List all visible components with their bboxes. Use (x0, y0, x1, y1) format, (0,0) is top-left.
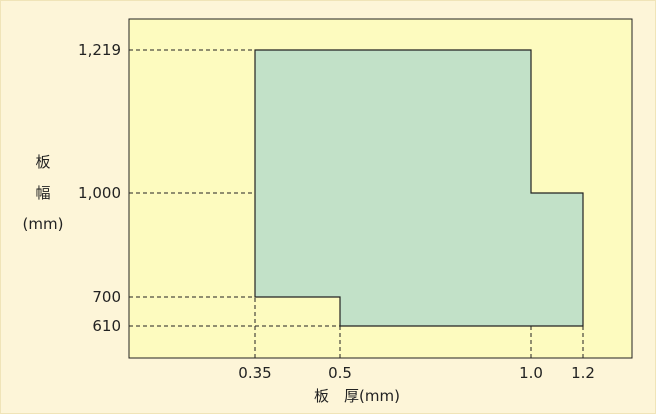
x-tick-label: 1.2 (571, 364, 595, 382)
x-tick-label: 1.0 (519, 364, 543, 382)
x-axis-label: 板 厚(mm) (314, 387, 400, 405)
y-axis-label-line-1: 板 (35, 153, 50, 171)
x-tick-label: 0.5 (328, 364, 352, 382)
y-tick-label: 1,000 (78, 184, 121, 202)
y-tick-label: 700 (92, 288, 121, 306)
x-tick-label: 0.35 (238, 364, 271, 382)
y-tick-label: 610 (92, 317, 121, 335)
y-axis-label-line-2: 幅 (35, 184, 50, 202)
y-tick-label: 1,219 (78, 41, 121, 59)
y-axis-label-line-3: (mm) (23, 215, 64, 233)
